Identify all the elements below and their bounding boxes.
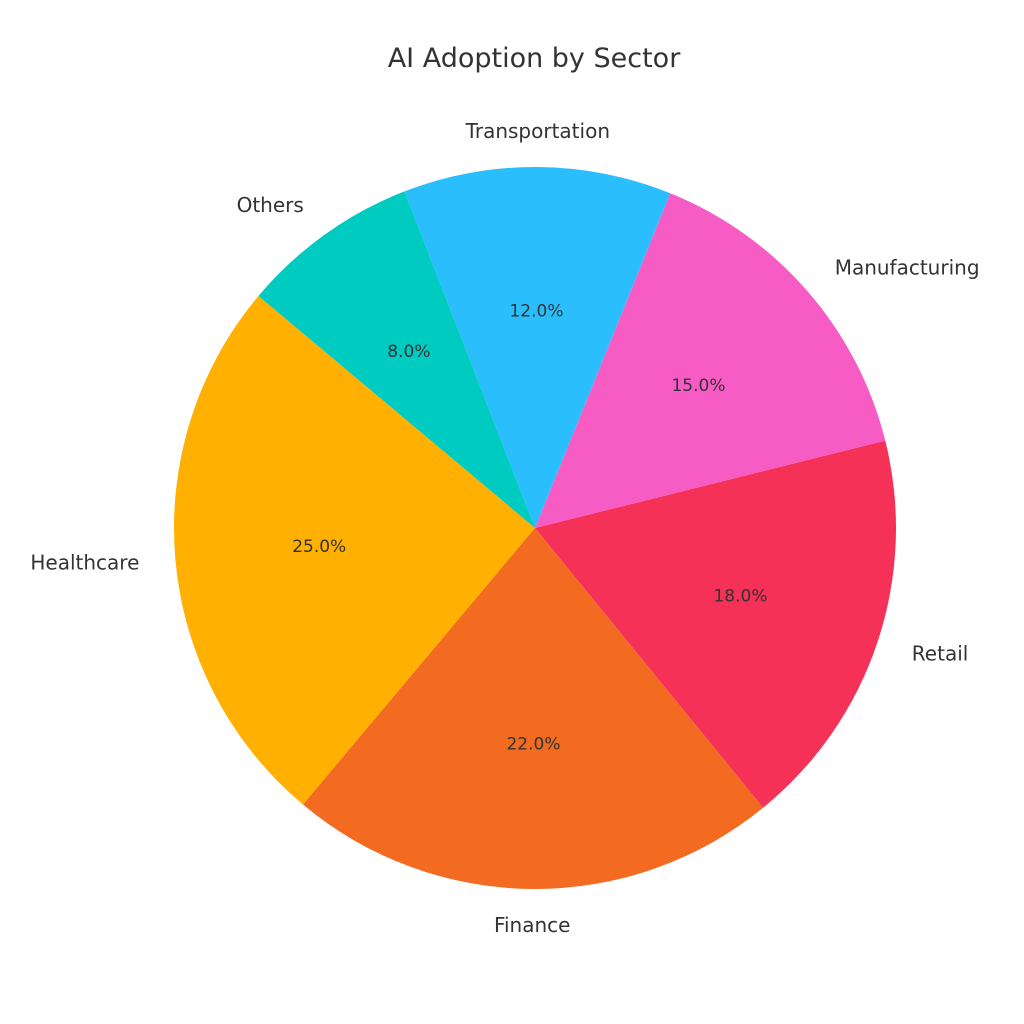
pie-slice-transportation: [404, 167, 671, 529]
slice-label-retail: Retail: [912, 641, 969, 665]
slice-percent-transportation: 12.0%: [509, 301, 563, 321]
slice-percent-healthcare: 25.0%: [292, 537, 346, 557]
pie-slice-healthcare: [173, 295, 535, 805]
slice-label-manufacturing: Manufacturing: [835, 256, 980, 280]
slice-percent-finance: 22.0%: [506, 735, 560, 755]
slice-label-others: Others: [237, 193, 304, 217]
pie-slices: [173, 167, 897, 889]
pie-slice-others: [258, 191, 535, 528]
slice-percent-manufacturing: 15.0%: [671, 376, 725, 396]
slice-label-finance: Finance: [494, 913, 571, 937]
pie-slice-retail: [535, 440, 897, 808]
pie-labels: Healthcare 25.0% Finance 22.0% Retail 18.0% Ma…: [30, 119, 979, 937]
chart-title: AI Adoption by Sector: [388, 43, 682, 74]
slice-percent-retail: 18.0%: [713, 586, 767, 606]
slice-label-healthcare: Healthcare: [30, 551, 139, 575]
pie-slice-finance: [302, 528, 764, 889]
pie-slice-manufacturing: [535, 193, 886, 529]
slice-label-transportation: Transportation: [465, 119, 610, 143]
slice-percent-others: 8.0%: [387, 342, 430, 362]
